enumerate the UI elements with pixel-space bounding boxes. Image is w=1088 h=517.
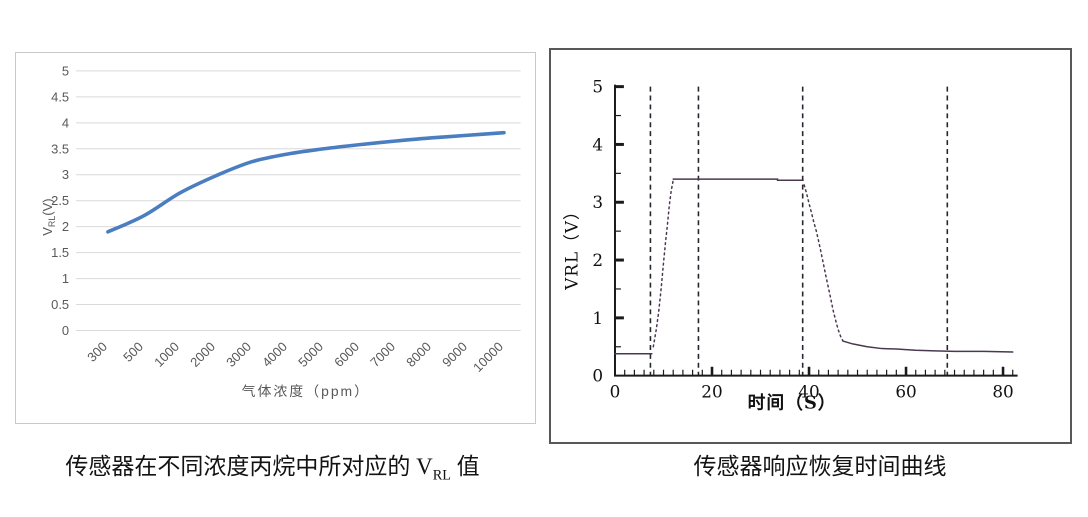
svg-text:0: 0 [610,381,621,401]
svg-text:0.5: 0.5 [51,297,69,312]
svg-text:0: 0 [62,323,69,338]
svg-text:时间（S）: 时间（S） [748,392,837,413]
svg-text:VRL（V）: VRL（V） [561,202,581,291]
svg-text:2.5: 2.5 [51,193,69,208]
svg-text:10000: 10000 [470,339,506,375]
svg-text:3: 3 [592,192,603,212]
right-chart-frame: 0 1 2 3 4 5 0 20 40 60 80 VRL（V） 时间（S） [549,48,1072,444]
left-chart-frame: 0 0.5 1 1.5 2 2.5 3 3.5 4 4.5 5 300 500 1000 2000 3000 4… [15,52,536,424]
svg-text:500: 500 [120,339,146,365]
svg-text:80: 80 [992,381,1013,401]
svg-text:5: 5 [62,63,69,78]
svg-text:2: 2 [592,250,603,270]
svg-text:300: 300 [84,339,110,365]
svg-text:4: 4 [592,134,603,154]
svg-text:8000: 8000 [403,339,434,370]
svg-text:3: 3 [62,167,69,182]
svg-text:1: 1 [592,308,603,328]
svg-text:7000: 7000 [367,339,398,370]
svg-text:4: 4 [62,115,69,130]
svg-text:6000: 6000 [331,339,362,370]
svg-text:1.5: 1.5 [51,245,69,260]
svg-text:60: 60 [895,381,916,401]
left-caption-suffix: 值 [450,454,480,479]
svg-text:9000: 9000 [439,339,470,370]
left-chart-plot: 0 0.5 1 1.5 2 2.5 3 3.5 4 4.5 5 300 500 1000 2000 3000 4… [40,63,521,399]
svg-text:5: 5 [592,77,603,97]
svg-text:气体浓度（ppm）: 气体浓度（ppm） [242,383,370,399]
svg-text:40: 40 [798,381,819,401]
left-chart-caption: 传感器在不同浓度丙烷中所对应的 VRL 值 [0,452,545,491]
svg-text:2: 2 [62,219,69,234]
left-caption-subscript: RL [432,467,451,484]
left-caption-text: 传感器在不同浓度丙烷中所对应的 V [65,454,433,479]
svg-text:VRL(V): VRL(V) [40,198,57,235]
svg-text:4000: 4000 [259,339,290,370]
svg-text:2000: 2000 [187,339,218,370]
svg-text:1: 1 [62,271,69,286]
right-chart-caption: 传感器响应恢复时间曲线 [693,454,947,479]
svg-text:0: 0 [592,366,603,386]
svg-text:4.5: 4.5 [51,89,69,104]
svg-text:1000: 1000 [151,339,182,370]
svg-text:3.5: 3.5 [51,141,69,156]
right-chart-plot: 0 1 2 3 4 5 0 20 40 60 80 VRL（V） 时间（S） [561,77,1018,413]
svg-text:5000: 5000 [295,339,326,370]
svg-text:20: 20 [701,381,722,401]
svg-text:3000: 3000 [223,339,254,370]
